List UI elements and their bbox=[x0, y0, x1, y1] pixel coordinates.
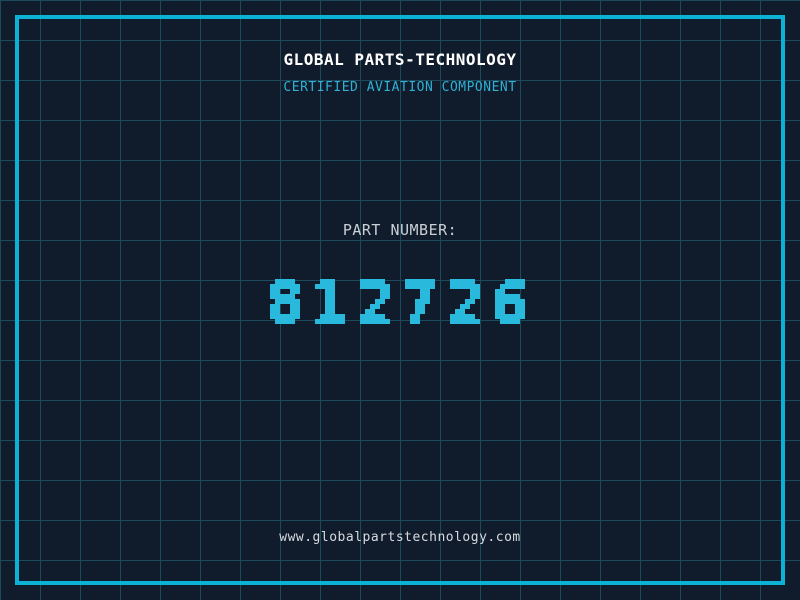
company-name: GLOBAL PARTS-TECHNOLOGY bbox=[283, 50, 517, 69]
website-url: www.globalpartstechnology.com bbox=[279, 530, 521, 545]
part-number-label: PART NUMBER: bbox=[342, 221, 458, 239]
part-number-display bbox=[260, 259, 540, 344]
certification-tagline: CERTIFIED AVIATION COMPONENT bbox=[283, 80, 517, 95]
border-frame bbox=[15, 15, 785, 585]
